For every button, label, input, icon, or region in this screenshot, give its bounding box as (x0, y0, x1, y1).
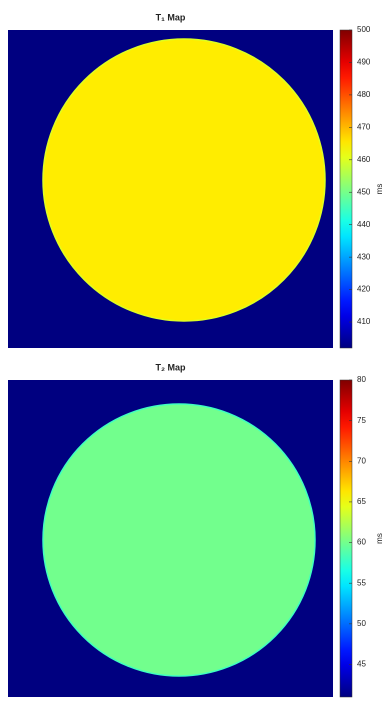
colorbar-tick-label: 60 (357, 538, 366, 547)
colorbar-tick-label: 500 (357, 25, 371, 34)
sample-disk (43, 39, 325, 321)
colorbar-label: ms (375, 184, 384, 195)
chart-title: T₂ Map (156, 362, 186, 372)
colorbar-tick-label: 470 (357, 122, 371, 131)
colorbar-tick-label: 420 (357, 285, 371, 294)
colorbar-label: ms (375, 533, 384, 544)
colorbar-tick-label: 50 (357, 619, 366, 628)
colorbar-tick-label: 480 (357, 90, 371, 99)
colorbar-tick-label: 80 (357, 375, 366, 384)
colorbar-tick-label: 410 (357, 317, 371, 326)
colorbar-tick-label: 70 (357, 456, 366, 465)
colorbar-tick-label: 460 (357, 155, 371, 164)
figure: T₁ Map 410 420 430 440 450 460 470 480 490 500 ms T₂… (0, 0, 388, 701)
sample-disk (43, 404, 315, 676)
colorbar-tick-label: 450 (357, 187, 371, 196)
page: T₁ Map 410 420 430 440 450 460 470 480 490 500 ms T₂… (0, 0, 388, 701)
colorbar-tick-label: 45 (357, 660, 366, 669)
colorbar-tick-label: 440 (357, 220, 371, 229)
colorbar-tick-label: 65 (357, 497, 366, 506)
chart-title: T₁ Map (156, 12, 186, 22)
colorbar-tick-label: 430 (357, 252, 371, 261)
colorbar-tick-label: 490 (357, 58, 371, 67)
colorbar (340, 30, 352, 348)
colorbar-tick-label: 75 (357, 416, 366, 425)
colorbar-tick-label: 55 (357, 578, 366, 587)
colorbar (340, 380, 352, 697)
